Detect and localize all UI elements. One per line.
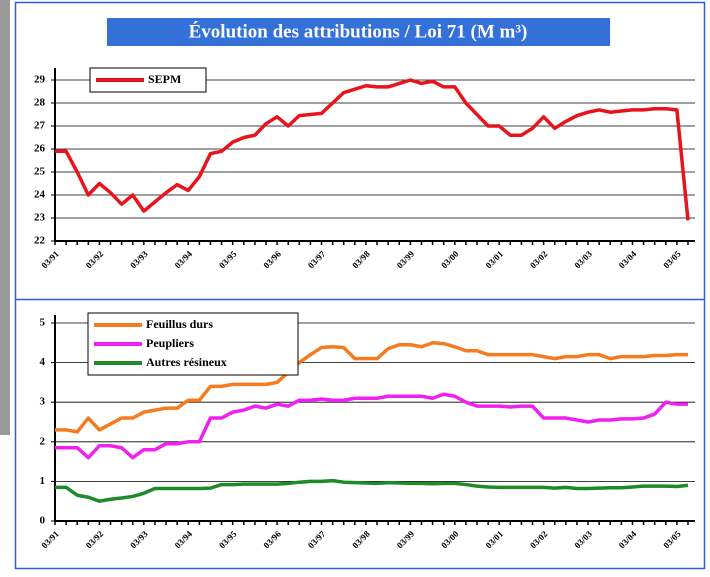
y-tick-label: 1	[40, 475, 46, 487]
y-tick-label: 28	[34, 97, 46, 109]
series-line	[55, 78, 690, 221]
x-tick-label: 03/91	[39, 248, 61, 270]
x-tick-label: 03/00	[439, 528, 461, 550]
title-bar	[107, 18, 610, 46]
x-tick-label: 03/98	[350, 528, 372, 550]
x-tick-label: 03/94	[173, 248, 195, 270]
x-tick-label: 03/01	[484, 248, 506, 270]
y-tick-label: 25	[34, 166, 46, 178]
x-tick-label: 03/05	[661, 528, 683, 550]
x-tick-label: 03/95	[217, 528, 239, 550]
frame	[14, 1, 706, 570]
x-tick-label: 03/99	[395, 248, 417, 270]
y-tick-label: 26	[34, 143, 46, 155]
x-tick-label: 03/93	[128, 528, 150, 550]
x-tick-label: 03/00	[439, 248, 461, 270]
x-tick-label: 03/04	[617, 528, 639, 550]
y-tick-label: 5	[40, 317, 46, 329]
x-tick-label: 03/01	[484, 528, 506, 550]
x-tick-label: 03/99	[395, 528, 417, 550]
x-tick-label: 03/92	[84, 528, 106, 550]
y-tick-label: 4	[40, 356, 46, 368]
x-tick-label: 03/97	[306, 248, 328, 270]
x-tick-label: 03/05	[661, 248, 683, 270]
x-tick-label: 03/98	[350, 248, 372, 270]
x-tick-label: 03/02	[528, 248, 550, 270]
series-line	[55, 341, 688, 434]
y-tick-label: 2	[40, 435, 46, 447]
x-tick-label: 03/03	[572, 248, 594, 270]
legend-label: Autres résineux	[146, 355, 227, 369]
legend-label: Peupliers	[146, 336, 194, 350]
legend-label: Feuillus durs	[146, 317, 213, 331]
y-tick-label: 3	[40, 396, 46, 408]
y-tick-label: 22	[34, 235, 46, 247]
side-bar	[0, 0, 10, 435]
x-tick-label: 03/97	[306, 528, 328, 550]
x-tick-label: 03/04	[617, 248, 639, 270]
x-tick-label: 03/91	[39, 528, 61, 550]
x-tick-label: 03/96	[261, 528, 283, 550]
x-tick-label: 03/92	[84, 248, 106, 270]
y-tick-label: 0	[40, 515, 46, 527]
x-tick-label: 03/02	[528, 528, 550, 550]
series-line	[55, 478, 689, 503]
x-tick-label: 03/96	[261, 248, 283, 270]
y-tick-label: 24	[34, 189, 46, 201]
title: Évolution des attributions / Loi 71 (M m…	[189, 20, 528, 42]
y-tick-label: 29	[34, 74, 46, 86]
x-tick-label: 03/03	[572, 528, 594, 550]
x-tick-label: 03/93	[128, 248, 150, 270]
y-tick-label: 23	[34, 212, 46, 224]
x-tick-label: 03/95	[217, 248, 239, 270]
y-tick-label: 27	[34, 120, 46, 132]
series-line	[55, 392, 688, 460]
x-tick-label: 03/94	[173, 528, 195, 550]
legend-label: SEPM	[148, 72, 181, 86]
